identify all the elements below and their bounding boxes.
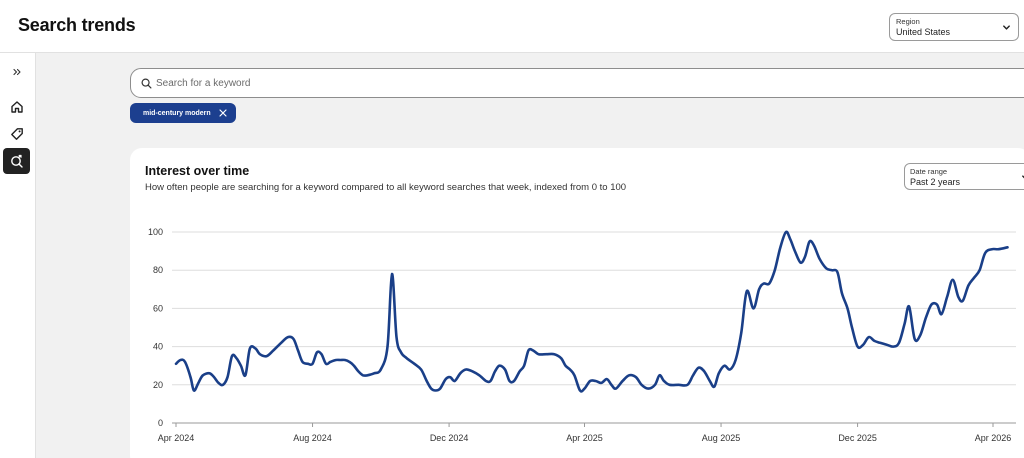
- close-icon[interactable]: [219, 109, 227, 117]
- sidebar-expand-button[interactable]: [3, 59, 30, 85]
- search-trend-icon: [10, 154, 23, 168]
- region-value: United States: [896, 27, 951, 37]
- double-chevron-right-icon: [12, 68, 21, 76]
- sidebar-item-search-trends[interactable]: [3, 148, 30, 174]
- keyword-chip[interactable]: mid-century modern: [130, 103, 236, 123]
- page-title: Search trends: [18, 15, 136, 35]
- region-select[interactable]: Region United States: [889, 13, 1019, 41]
- region-label: Region: [896, 17, 920, 26]
- tag-icon: [10, 128, 23, 140]
- sidebar: [0, 53, 36, 458]
- date-range-select[interactable]: Date range Past 2 years: [904, 163, 1024, 190]
- chevron-down-icon: [1003, 25, 1010, 30]
- date-range-value: Past 2 years: [910, 177, 961, 187]
- interest-over-time-card: Interest over time How often people are …: [130, 148, 1024, 458]
- search-input[interactable]: [156, 75, 756, 92]
- card-subtitle: How often people are searching for a key…: [145, 182, 627, 193]
- card-title: Interest over time: [145, 164, 250, 178]
- main-content: mid-century modern Interest over time Ho…: [36, 53, 1024, 458]
- keyword-search[interactable]: [130, 68, 1024, 98]
- sidebar-item-home[interactable]: [3, 94, 30, 120]
- sidebar-item-tags[interactable]: [3, 121, 30, 147]
- search-icon: [141, 78, 152, 89]
- date-range-label: Date range: [910, 167, 948, 176]
- keyword-chip-label: mid-century modern: [143, 109, 211, 117]
- top-bar: Search trends Region United States: [0, 0, 1024, 53]
- home-icon: [10, 101, 23, 113]
